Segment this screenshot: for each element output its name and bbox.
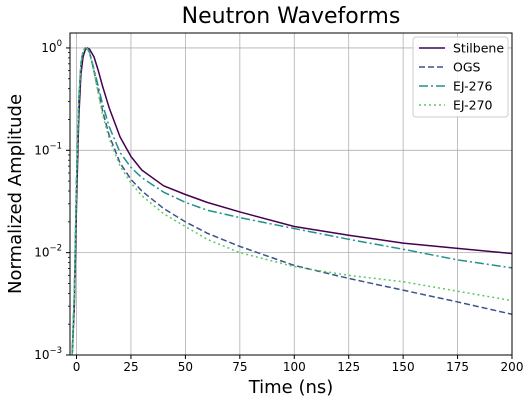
x-tick-label: 75 <box>232 360 247 374</box>
plot-lines <box>71 47 512 355</box>
y-axis-label: Normalized Amplitude <box>5 94 26 294</box>
legend-label-ogs: OGS <box>453 60 481 75</box>
y-tick-label: 10−1 <box>34 141 62 157</box>
y-tick-label: 10−3 <box>34 346 62 362</box>
plot-frame <box>69 32 513 356</box>
series-line-ej-270 <box>71 47 512 355</box>
x-axis-ticks: 0 25 50 75 100 125 150 175 200 <box>73 355 524 374</box>
legend: Stilbene OGS EJ-276 EJ-270 <box>412 36 509 118</box>
x-tick-label: 25 <box>123 360 138 374</box>
x-tick-label: 125 <box>337 360 360 374</box>
x-tick-label: 150 <box>392 360 415 374</box>
legend-label-ej-276: EJ-276 <box>453 79 493 94</box>
y-tick-label: 10−2 <box>34 244 62 260</box>
chart-title: Neutron Waveforms <box>182 4 401 29</box>
y-tick-label: 100 <box>41 39 62 55</box>
x-tick-label: 50 <box>178 360 193 374</box>
x-tick-label: 0 <box>73 360 81 374</box>
legend-label-stilbene: Stilbene <box>453 41 504 56</box>
x-tick-label: 200 <box>501 360 524 374</box>
x-tick-label: 175 <box>446 360 469 374</box>
y-axis-ticks: 100 10−1 10−2 10−3 <box>34 39 70 362</box>
legend-box <box>412 36 509 118</box>
legend-label-ej-270: EJ-270 <box>453 98 493 113</box>
x-axis-label: Time (ns) <box>248 377 334 398</box>
x-tick-label: 100 <box>283 360 306 374</box>
